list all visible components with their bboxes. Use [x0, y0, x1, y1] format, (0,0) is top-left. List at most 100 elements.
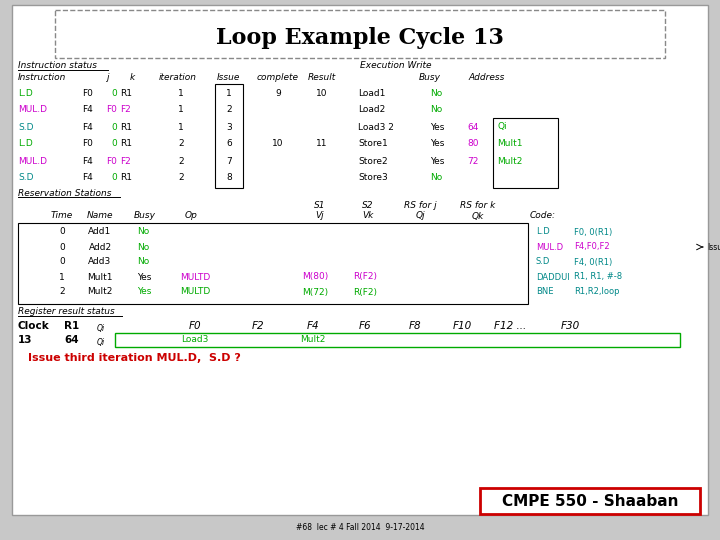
Text: Qi: Qi — [97, 338, 105, 347]
Text: No: No — [137, 258, 149, 267]
Text: iteration: iteration — [159, 72, 197, 82]
Text: Load3: Load3 — [181, 335, 209, 345]
Text: F4: F4 — [82, 157, 93, 165]
Text: Add2: Add2 — [89, 242, 112, 252]
Text: R1: R1 — [120, 89, 132, 98]
Text: 7: 7 — [226, 157, 232, 165]
Text: 0: 0 — [112, 173, 117, 183]
Text: 1: 1 — [179, 123, 184, 132]
Text: Vk: Vk — [362, 212, 374, 220]
Text: 0: 0 — [112, 139, 117, 148]
Text: F8: F8 — [409, 321, 421, 331]
Text: Result: Result — [308, 72, 336, 82]
Text: F0: F0 — [106, 157, 117, 165]
Text: F4: F4 — [307, 321, 319, 331]
Text: 2: 2 — [179, 139, 184, 148]
Text: R1: R1 — [120, 123, 132, 132]
Text: F2: F2 — [120, 105, 131, 114]
Text: MUL.D: MUL.D — [536, 242, 563, 252]
Text: L.D: L.D — [18, 139, 32, 148]
Text: 3: 3 — [226, 123, 232, 132]
Text: No: No — [430, 173, 442, 183]
Text: Qi: Qi — [497, 123, 507, 132]
Text: F4: F4 — [82, 173, 93, 183]
Text: 1: 1 — [59, 273, 65, 281]
Text: MULTD: MULTD — [180, 287, 210, 296]
Text: Time: Time — [51, 212, 73, 220]
Text: Mult1: Mult1 — [497, 139, 523, 148]
Text: Yes: Yes — [430, 123, 444, 132]
Text: CMPE 550 - Shaaban: CMPE 550 - Shaaban — [502, 494, 678, 509]
Text: No: No — [430, 105, 442, 114]
Text: S.D: S.D — [18, 123, 34, 132]
Text: DADDUI: DADDUI — [536, 273, 570, 281]
Bar — [480, 488, 700, 514]
Text: L.D: L.D — [536, 227, 550, 237]
Text: 6: 6 — [226, 139, 232, 148]
Text: No: No — [137, 227, 149, 237]
Text: BNE: BNE — [536, 287, 554, 296]
Text: F12 ...: F12 ... — [494, 321, 526, 331]
Text: Load2: Load2 — [358, 105, 385, 114]
Text: 11: 11 — [316, 139, 328, 148]
Text: Execution Write: Execution Write — [360, 62, 431, 71]
Text: S.D: S.D — [18, 173, 34, 183]
Text: F10: F10 — [452, 321, 472, 331]
Text: 0: 0 — [59, 242, 65, 252]
Bar — [493, 118, 558, 188]
Text: Qi: Qi — [97, 323, 105, 333]
Text: 0: 0 — [59, 258, 65, 267]
Text: M(80): M(80) — [302, 273, 328, 281]
Text: 2: 2 — [179, 157, 184, 165]
Text: F0: F0 — [82, 139, 93, 148]
Text: 80: 80 — [467, 139, 479, 148]
Text: #68  lec # 4 Fall 2014  9-17-2014: #68 lec # 4 Fall 2014 9-17-2014 — [296, 523, 424, 532]
Text: 1: 1 — [226, 89, 232, 98]
Text: 8: 8 — [226, 173, 232, 183]
Text: R1: R1 — [64, 321, 80, 331]
Text: R1: R1 — [120, 139, 132, 148]
Text: F4: F4 — [82, 105, 93, 114]
Text: k: k — [130, 72, 135, 82]
Text: No: No — [137, 242, 149, 252]
Bar — [215, 84, 243, 188]
Text: F4: F4 — [82, 123, 93, 132]
Text: Add1: Add1 — [89, 227, 112, 237]
Text: Mult2: Mult2 — [300, 335, 325, 345]
Text: MULTD: MULTD — [180, 273, 210, 281]
Text: S2: S2 — [362, 200, 374, 210]
Text: MUL.D: MUL.D — [18, 105, 47, 114]
Text: Reservation Stations: Reservation Stations — [18, 188, 112, 198]
Text: S.D: S.D — [536, 258, 550, 267]
Text: R(F2): R(F2) — [353, 287, 377, 296]
Text: 10: 10 — [272, 139, 284, 148]
Text: F2: F2 — [120, 157, 131, 165]
Text: R(F2): R(F2) — [353, 273, 377, 281]
Text: Mult2: Mult2 — [87, 287, 113, 296]
Text: Loop Example Cycle 13: Loop Example Cycle 13 — [216, 27, 504, 49]
Text: Mult1: Mult1 — [87, 273, 113, 281]
Text: complete: complete — [257, 72, 299, 82]
Text: Yes: Yes — [430, 157, 444, 165]
Text: Yes: Yes — [430, 139, 444, 148]
Text: RS for j: RS for j — [404, 200, 436, 210]
Text: Code:: Code: — [530, 212, 556, 220]
Text: Store3: Store3 — [358, 173, 388, 183]
Text: 0: 0 — [112, 89, 117, 98]
Text: 2: 2 — [59, 287, 65, 296]
Text: No: No — [430, 89, 442, 98]
Text: 1: 1 — [179, 89, 184, 98]
Text: Load3 2: Load3 2 — [358, 123, 394, 132]
Text: F0: F0 — [106, 105, 117, 114]
Text: Qj: Qj — [415, 212, 425, 220]
Text: 2: 2 — [226, 105, 232, 114]
Text: Vj: Vj — [315, 212, 324, 220]
Bar — [55, 10, 665, 58]
Text: 64: 64 — [65, 335, 79, 345]
Text: R1: R1 — [120, 173, 132, 183]
Text: Name: Name — [86, 212, 113, 220]
Text: Add3: Add3 — [89, 258, 112, 267]
Text: F30: F30 — [560, 321, 580, 331]
Text: Store1: Store1 — [358, 139, 388, 148]
Text: Clock: Clock — [18, 321, 50, 331]
